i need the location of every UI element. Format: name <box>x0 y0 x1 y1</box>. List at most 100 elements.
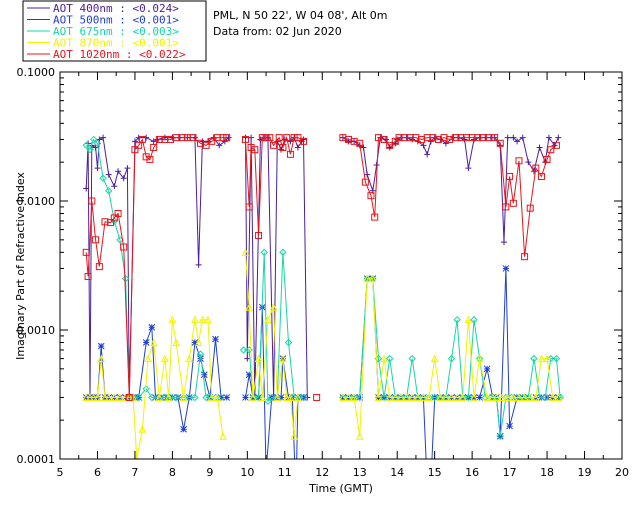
data-point <box>545 134 552 141</box>
data-point <box>290 393 298 402</box>
data-point <box>300 394 307 401</box>
data-point <box>90 135 98 144</box>
data-point <box>391 137 399 145</box>
data-point <box>447 393 456 401</box>
data-point <box>135 141 143 149</box>
data-point <box>101 393 109 401</box>
data-point <box>496 432 504 440</box>
series-0 <box>83 134 562 401</box>
data-point <box>172 338 180 347</box>
legend-entry: AOT 500nm : <0.001> <box>53 14 179 27</box>
series-line <box>342 136 559 243</box>
data-point <box>294 393 302 401</box>
data-point <box>414 138 421 145</box>
series-line <box>342 268 559 459</box>
data-point <box>532 164 540 172</box>
data-point <box>194 338 203 347</box>
data-point <box>258 393 267 401</box>
data-point <box>239 346 248 354</box>
data-point <box>169 134 176 141</box>
data-point <box>82 393 91 401</box>
data-point <box>509 393 518 401</box>
data-point <box>537 354 546 363</box>
data-point <box>464 393 473 402</box>
data-point <box>430 393 439 402</box>
data-point <box>260 248 268 257</box>
data-point <box>115 168 122 175</box>
data-point <box>541 393 549 402</box>
data-point <box>204 315 212 324</box>
data-point <box>223 134 231 142</box>
data-point <box>84 272 92 280</box>
data-point <box>419 393 428 401</box>
data-point <box>196 350 205 358</box>
data-point <box>536 144 543 151</box>
data-point <box>99 174 107 182</box>
x-tick-label: 13 <box>353 466 367 479</box>
data-point <box>142 385 150 393</box>
data-point <box>110 214 118 222</box>
data-point <box>82 141 90 150</box>
data-point <box>453 316 461 324</box>
data-point <box>515 157 523 165</box>
data-point <box>180 425 187 433</box>
data-point <box>105 171 112 178</box>
series-line <box>245 135 304 236</box>
series-3 <box>82 248 563 459</box>
data-point <box>442 140 449 147</box>
data-point <box>364 171 371 178</box>
data-point <box>146 155 154 163</box>
data-point <box>198 315 207 324</box>
x-tick-label: 6 <box>94 466 101 479</box>
data-point <box>290 432 298 440</box>
data-point <box>543 354 551 363</box>
data-point <box>83 185 90 192</box>
data-point <box>284 338 293 347</box>
data-point <box>185 354 194 363</box>
x-tick-label: 9 <box>206 466 213 479</box>
data-point <box>223 394 231 401</box>
data-point <box>110 393 119 401</box>
data-point <box>503 393 512 401</box>
data-point <box>294 144 301 151</box>
data-point <box>391 393 400 401</box>
data-point <box>361 178 369 186</box>
legend-entry: AOT 675nm : <0.003> <box>53 25 179 38</box>
data-point <box>339 393 347 401</box>
data-point <box>374 393 383 401</box>
data-point <box>506 172 514 180</box>
data-point <box>360 144 367 151</box>
data-point <box>552 354 561 363</box>
data-point <box>88 197 96 205</box>
data-point <box>274 138 281 145</box>
data-point <box>504 134 511 141</box>
data-point <box>142 339 150 346</box>
data-point <box>204 138 211 145</box>
data-point <box>371 213 379 221</box>
data-point <box>104 393 113 401</box>
data-point <box>155 393 164 401</box>
data-point <box>525 159 532 166</box>
x-tick-label: 19 <box>578 466 592 479</box>
data-point <box>86 145 94 154</box>
data-point <box>293 495 299 501</box>
data-point <box>161 393 169 402</box>
data-point <box>148 393 156 402</box>
data-point <box>496 139 504 147</box>
data-point <box>104 187 113 195</box>
data-point <box>131 146 139 154</box>
data-point <box>267 393 276 402</box>
y-tick-label: 0.0001 <box>17 453 56 466</box>
data-point <box>491 134 499 142</box>
data-point <box>264 397 272 406</box>
data-point <box>248 134 255 141</box>
data-point <box>255 232 263 240</box>
data-point <box>86 393 94 401</box>
data-point <box>282 393 291 401</box>
data-point <box>350 393 358 401</box>
data-point <box>150 138 157 145</box>
data-point <box>241 248 250 256</box>
data-point <box>408 393 416 401</box>
data-point <box>242 394 249 401</box>
